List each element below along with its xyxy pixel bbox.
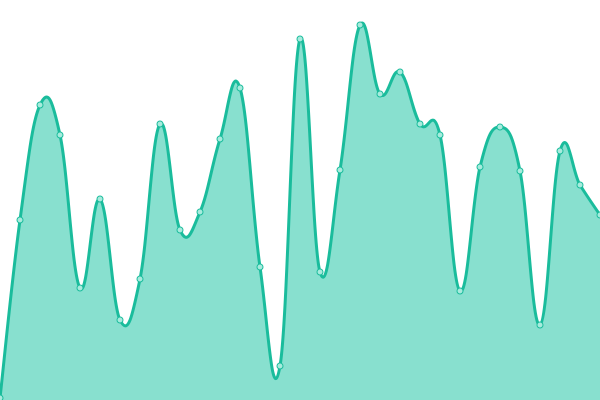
data-point-25 bbox=[496, 123, 504, 131]
data-point-5 bbox=[96, 195, 104, 203]
data-points bbox=[0, 21, 600, 400]
data-point-14 bbox=[276, 362, 284, 370]
data-point-13 bbox=[256, 263, 264, 271]
area-fill bbox=[0, 22, 600, 400]
data-point-18 bbox=[356, 21, 364, 29]
data-point-3 bbox=[56, 131, 64, 139]
data-point-22 bbox=[436, 131, 444, 139]
data-point-24 bbox=[476, 163, 484, 171]
data-point-6 bbox=[116, 316, 124, 324]
data-point-16 bbox=[316, 268, 324, 276]
data-point-7 bbox=[136, 275, 144, 283]
data-point-27 bbox=[536, 321, 544, 329]
data-point-0 bbox=[0, 394, 4, 400]
data-point-30 bbox=[596, 211, 600, 219]
data-point-20 bbox=[396, 68, 404, 76]
data-point-28 bbox=[556, 147, 564, 155]
data-point-11 bbox=[216, 135, 224, 143]
data-point-26 bbox=[516, 167, 524, 175]
data-point-23 bbox=[456, 287, 464, 295]
data-point-4 bbox=[76, 284, 84, 292]
data-point-10 bbox=[196, 208, 204, 216]
data-point-9 bbox=[176, 226, 184, 234]
data-point-29 bbox=[576, 181, 584, 189]
data-point-15 bbox=[296, 35, 304, 43]
data-point-2 bbox=[36, 101, 44, 109]
data-point-21 bbox=[416, 120, 424, 128]
data-point-17 bbox=[336, 166, 344, 174]
data-point-19 bbox=[376, 90, 384, 98]
data-point-12 bbox=[236, 84, 244, 92]
data-point-1 bbox=[16, 216, 24, 224]
data-point-8 bbox=[156, 120, 164, 128]
